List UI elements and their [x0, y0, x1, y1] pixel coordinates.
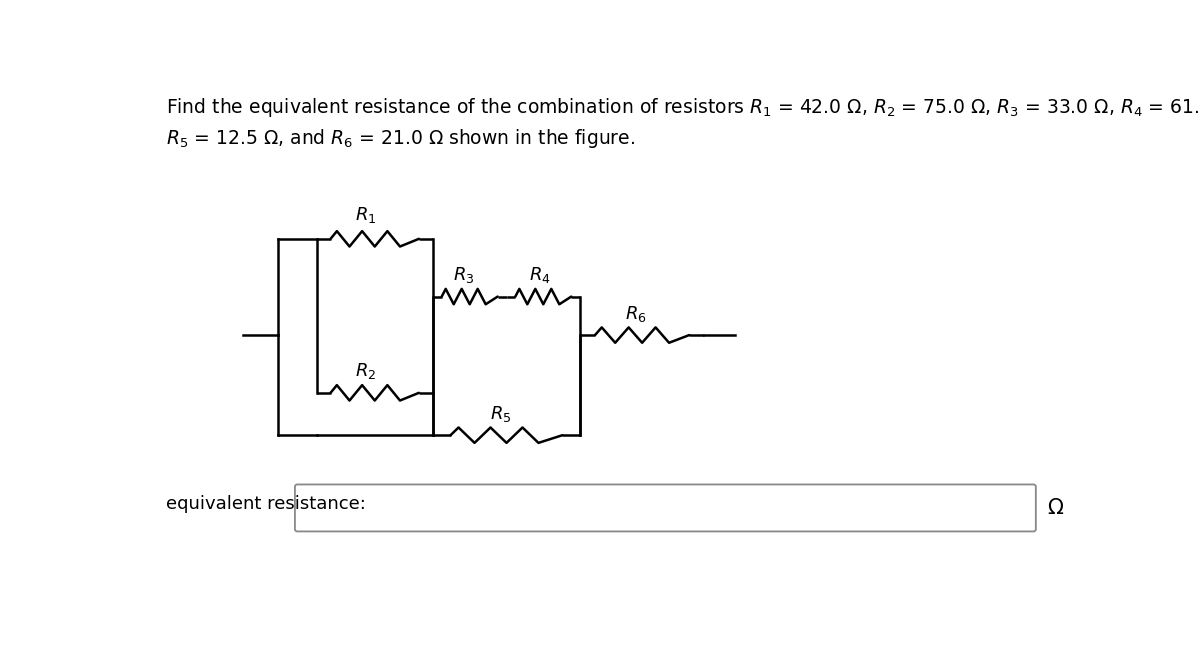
Text: equivalent resistance:: equivalent resistance:: [166, 495, 365, 514]
Text: Find the equivalent resistance of the combination of resistors $R_1$ = 42.0 Ω, $: Find the equivalent resistance of the co…: [166, 97, 1200, 119]
Text: $R_2$: $R_2$: [355, 361, 376, 381]
Text: $R_4$: $R_4$: [528, 265, 551, 285]
Text: $R_5$: $R_5$: [490, 404, 511, 424]
Text: $R_6$: $R_6$: [625, 304, 647, 324]
Text: $R_3$: $R_3$: [452, 265, 474, 285]
FancyBboxPatch shape: [295, 485, 1036, 532]
Text: Ω: Ω: [1048, 498, 1063, 518]
Text: $R_1$: $R_1$: [355, 205, 376, 225]
Text: $R_5$ = 12.5 Ω, and $R_6$ = 21.0 Ω shown in the figure.: $R_5$ = 12.5 Ω, and $R_6$ = 21.0 Ω shown…: [166, 127, 635, 150]
